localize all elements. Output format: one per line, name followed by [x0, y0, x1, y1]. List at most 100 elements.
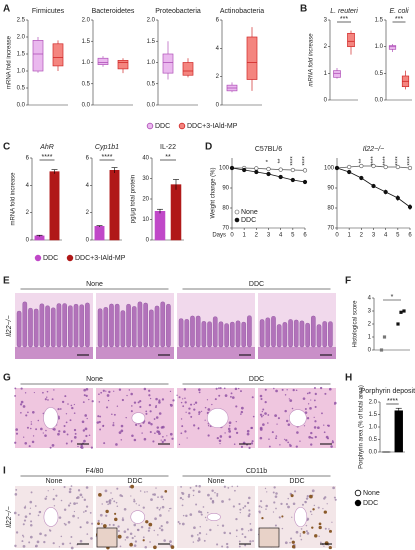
nucleus: [52, 497, 55, 501]
nucleus: [37, 514, 40, 517]
x-tick-label: 1: [242, 233, 246, 239]
group-label: DDC: [249, 281, 264, 288]
nucleus: [287, 497, 289, 500]
legend-label: DDC: [155, 123, 170, 130]
nucleus: [305, 524, 308, 527]
nucleus: [295, 530, 299, 534]
significance-label: ****: [42, 154, 53, 161]
stained-cell: [290, 494, 294, 498]
nucleus: [204, 419, 206, 421]
nucleus: [21, 534, 24, 537]
significance-label: ****: [408, 156, 414, 166]
nucleus: [29, 507, 32, 509]
inset: [96, 527, 118, 548]
stained-cell: [142, 539, 145, 542]
nucleus: [171, 437, 174, 440]
nucleus: [99, 513, 103, 517]
nucleus: [314, 405, 317, 408]
nucleus: [332, 486, 335, 490]
nucleus: [158, 508, 161, 511]
nucleus: [39, 532, 42, 536]
nucleus: [273, 486, 276, 489]
stained-cell: [318, 525, 322, 530]
villus: [50, 307, 56, 348]
nucleus: [148, 403, 152, 407]
significance-label: ****: [387, 398, 398, 405]
nucleus: [252, 415, 255, 418]
nucleus: [300, 528, 303, 530]
nucleus: [15, 488, 18, 491]
y-tick-label: 80: [327, 206, 334, 212]
nucleus: [221, 545, 224, 548]
nucleus: [44, 398, 47, 401]
villus: [154, 305, 160, 348]
nucleus: [98, 420, 101, 424]
nucleus: [251, 396, 254, 399]
nucleus: [195, 484, 198, 488]
nucleus: [154, 432, 156, 435]
nucleus: [51, 444, 55, 447]
nucleus: [231, 396, 235, 399]
nucleus: [197, 427, 200, 429]
nucleus: [73, 436, 77, 439]
nucleus: [14, 394, 17, 397]
villus: [97, 308, 103, 348]
villus: [126, 303, 131, 348]
nucleus: [284, 394, 287, 396]
box: [162, 53, 174, 74]
nucleus: [170, 404, 173, 407]
nucleus: [57, 407, 60, 411]
nucleus: [91, 522, 94, 525]
nucleus: [311, 489, 315, 493]
nucleus: [228, 435, 232, 439]
nucleus: [42, 391, 44, 394]
nucleus: [248, 496, 251, 500]
nucleus: [22, 523, 25, 526]
nucleus: [244, 544, 247, 547]
legend-label: DDC+3-IAld-MP: [187, 123, 238, 130]
y-tick-label: 2.0: [17, 35, 26, 41]
nucleus: [192, 494, 195, 497]
nucleus: [274, 414, 278, 417]
nucleus: [130, 495, 132, 497]
nucleus: [292, 502, 296, 506]
villus: [28, 307, 33, 348]
nucleus: [228, 421, 232, 425]
nucleus: [281, 388, 284, 391]
nucleus: [28, 445, 31, 448]
chart-title: Proteobacteria: [155, 8, 201, 15]
nucleus: [24, 442, 28, 445]
nucleus: [193, 424, 196, 427]
nucleus: [275, 492, 278, 495]
nucleus: [330, 445, 333, 448]
villus: [293, 319, 299, 348]
nucleus: [207, 425, 210, 427]
nucleus: [180, 486, 182, 488]
nucleus: [42, 432, 44, 434]
nucleus: [207, 511, 209, 514]
nucleus: [102, 425, 105, 427]
nucleus: [280, 502, 283, 506]
nucleus: [301, 503, 304, 506]
point: [396, 322, 400, 326]
vessel: [288, 409, 307, 427]
nucleus: [215, 387, 218, 390]
nucleus: [49, 446, 52, 449]
nucleus: [158, 399, 161, 402]
nucleus: [227, 427, 231, 431]
y-tick-label: 30: [142, 176, 149, 182]
nucleus: [84, 509, 87, 513]
stained-cell: [261, 516, 264, 520]
nucleus: [83, 511, 85, 513]
nucleus: [108, 523, 111, 526]
nucleus: [333, 496, 336, 499]
nucleus: [334, 401, 337, 405]
stained-cell: [291, 544, 296, 549]
nucleus: [32, 410, 35, 414]
nucleus: [272, 511, 275, 513]
nucleus: [239, 508, 242, 511]
y-tick-label: 0: [324, 98, 328, 104]
significance-label: ***: [395, 16, 403, 23]
nucleus: [284, 541, 288, 545]
nucleus: [302, 397, 306, 400]
